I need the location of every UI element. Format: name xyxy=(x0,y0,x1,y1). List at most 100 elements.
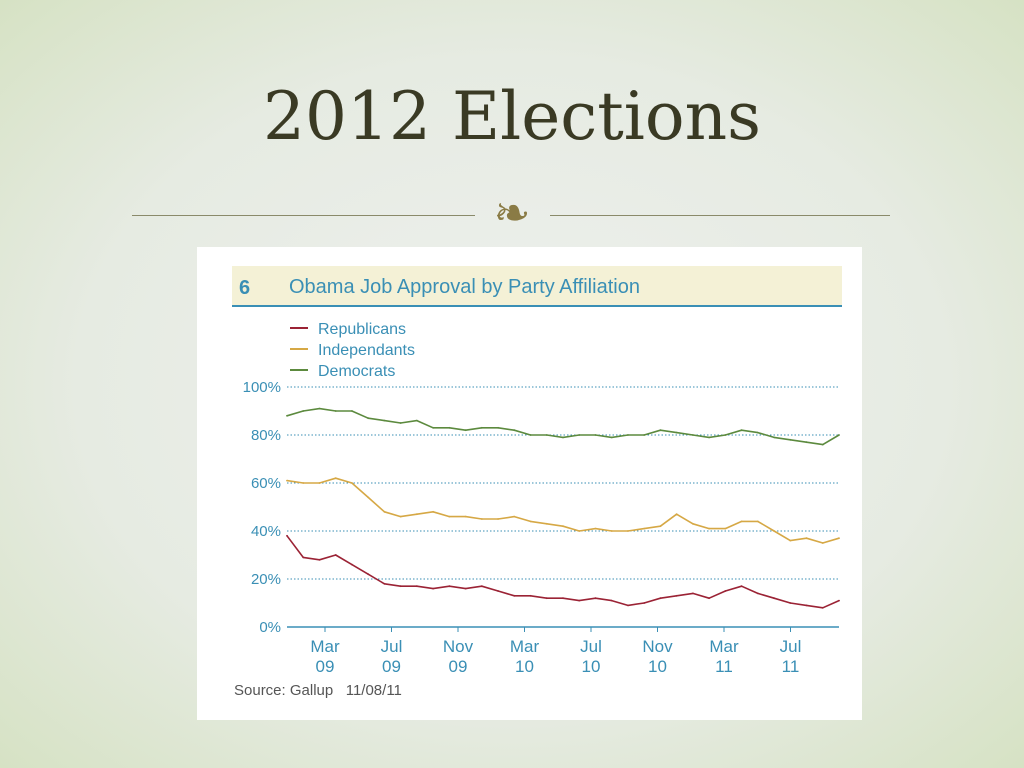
data-point xyxy=(789,539,792,542)
data-point xyxy=(740,520,743,523)
data-point xyxy=(562,597,564,600)
x-tick-label: 09 xyxy=(382,657,401,676)
ornament-icon: ❧ xyxy=(493,188,531,239)
data-point xyxy=(529,434,532,436)
data-point xyxy=(659,597,662,600)
data-point xyxy=(367,573,370,576)
data-point xyxy=(480,518,483,520)
data-point xyxy=(480,585,483,588)
data-point xyxy=(318,482,321,484)
x-tick-label: Nov xyxy=(443,637,474,656)
data-point xyxy=(464,515,467,518)
x-tick-label: Mar xyxy=(310,637,340,656)
x-tick-label: Jul xyxy=(381,637,403,656)
data-point xyxy=(838,434,840,436)
data-point xyxy=(367,417,370,420)
data-point xyxy=(286,479,288,482)
data-point xyxy=(789,602,792,604)
data-point xyxy=(675,431,678,434)
y-axis: 0% 20% 40% 60% 80% 100% xyxy=(243,379,281,636)
data-point xyxy=(334,554,337,556)
data-point xyxy=(821,542,824,544)
source-note: Source: Gallup 11/08/11 xyxy=(234,682,402,699)
title-divider-left xyxy=(132,215,475,216)
data-point xyxy=(773,436,775,439)
data-point xyxy=(627,434,629,436)
data-point xyxy=(383,582,386,585)
data-point xyxy=(691,592,694,595)
x-tick-label: Mar xyxy=(510,637,540,656)
series-line xyxy=(286,477,840,544)
data-point xyxy=(513,429,516,432)
data-point xyxy=(480,426,483,429)
x-tick-label: Mar xyxy=(709,637,739,656)
data-point xyxy=(513,594,516,597)
x-tick-label: Jul xyxy=(780,637,802,656)
data-point xyxy=(838,599,840,602)
data-point xyxy=(497,518,499,520)
x-tick-label: 10 xyxy=(648,657,667,676)
slide-title: 2012 Elections xyxy=(263,78,761,155)
x-tick-label: 11 xyxy=(782,657,800,676)
data-point xyxy=(334,410,337,412)
data-point xyxy=(415,585,418,588)
data-point xyxy=(594,434,597,436)
data-point xyxy=(432,587,435,590)
data-point xyxy=(805,441,808,444)
data-point xyxy=(708,597,711,600)
data-point xyxy=(545,522,548,525)
legend-label: Democrats xyxy=(318,363,395,380)
series-line xyxy=(286,535,840,609)
chart-card: 6 Obama Job Approval by Party Affiliatio… xyxy=(197,247,862,720)
x-tick-label: 09 xyxy=(449,657,468,676)
legend: Republicans Independants Democrats xyxy=(290,321,415,380)
data-point xyxy=(740,429,743,432)
data-point xyxy=(351,410,353,412)
y-tick-label: 20% xyxy=(251,571,281,588)
data-point xyxy=(594,597,597,600)
x-tick-label: Nov xyxy=(642,637,673,656)
data-point xyxy=(627,604,629,607)
data-point xyxy=(675,513,678,516)
data-point xyxy=(578,599,581,602)
data-point xyxy=(643,527,646,530)
data-point xyxy=(318,558,321,561)
gridlines xyxy=(287,386,839,628)
x-tick-label: 10 xyxy=(515,657,534,676)
data-point xyxy=(432,510,435,513)
data-point xyxy=(448,426,451,429)
data-point xyxy=(708,527,711,530)
title-divider-right xyxy=(550,215,890,216)
data-point xyxy=(610,599,613,602)
data-point xyxy=(318,407,321,410)
data-point xyxy=(286,534,288,537)
data-point xyxy=(448,585,451,588)
legend-label: Independants xyxy=(318,342,415,359)
data-point xyxy=(399,515,402,518)
data-point xyxy=(610,436,613,439)
chart-header-band xyxy=(232,266,842,306)
y-tick-label: 40% xyxy=(251,523,281,540)
data-point xyxy=(643,602,646,604)
data-point xyxy=(594,527,597,530)
data-point xyxy=(789,438,792,441)
data-point xyxy=(415,513,418,516)
data-point xyxy=(367,496,370,499)
data-point xyxy=(610,530,613,532)
data-point xyxy=(351,563,353,566)
data-point xyxy=(415,419,418,422)
y-tick-label: 100% xyxy=(243,379,281,396)
y-tick-label: 80% xyxy=(251,427,281,444)
data-point xyxy=(351,482,353,484)
data-point xyxy=(286,414,288,417)
data-point xyxy=(821,443,824,446)
data-point xyxy=(302,482,305,484)
data-point xyxy=(302,410,305,412)
y-tick-label: 0% xyxy=(259,619,281,636)
data-point xyxy=(562,525,564,528)
data-point xyxy=(529,520,532,523)
data-point xyxy=(627,530,629,532)
chart-svg: 6 Obama Job Approval by Party Affiliatio… xyxy=(232,266,842,699)
data-point xyxy=(545,597,548,600)
